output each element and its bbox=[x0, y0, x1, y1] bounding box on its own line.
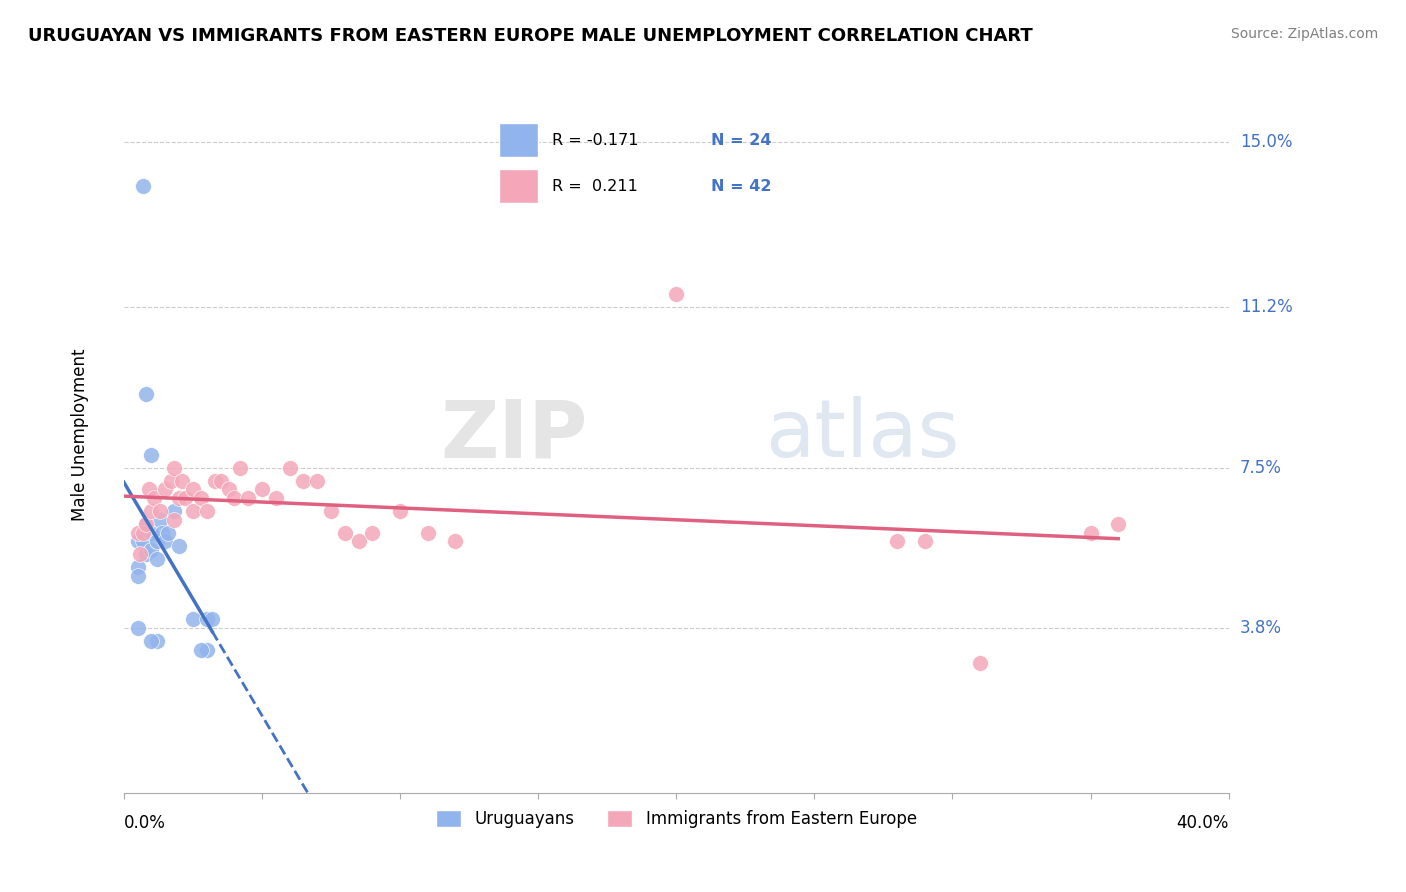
Point bbox=[162, 512, 184, 526]
Point bbox=[155, 482, 177, 496]
Point bbox=[201, 612, 224, 626]
Point bbox=[333, 525, 356, 540]
Point bbox=[162, 504, 184, 518]
Point bbox=[132, 178, 155, 193]
Text: 3.8%: 3.8% bbox=[1240, 619, 1282, 637]
Point bbox=[138, 482, 160, 496]
Point bbox=[195, 612, 218, 626]
Point bbox=[319, 504, 342, 518]
Point bbox=[132, 534, 155, 549]
Point bbox=[218, 482, 240, 496]
Point bbox=[173, 491, 195, 505]
Point bbox=[152, 525, 174, 540]
Point bbox=[181, 612, 204, 626]
Point bbox=[229, 460, 252, 475]
Point bbox=[886, 534, 908, 549]
Point bbox=[444, 534, 467, 549]
Point bbox=[236, 491, 259, 505]
Point bbox=[347, 534, 370, 549]
Point bbox=[969, 656, 991, 670]
Point bbox=[143, 491, 166, 505]
Point bbox=[149, 512, 172, 526]
Point bbox=[135, 387, 157, 401]
Point bbox=[146, 551, 169, 566]
Text: Source: ZipAtlas.com: Source: ZipAtlas.com bbox=[1230, 27, 1378, 41]
Text: 11.2%: 11.2% bbox=[1240, 298, 1292, 316]
Point bbox=[149, 504, 172, 518]
Point bbox=[135, 547, 157, 561]
Point bbox=[361, 525, 384, 540]
Point bbox=[278, 460, 301, 475]
Text: 15.0%: 15.0% bbox=[1240, 134, 1292, 152]
Point bbox=[141, 504, 163, 518]
Point bbox=[157, 525, 180, 540]
Point bbox=[167, 491, 190, 505]
Point bbox=[132, 525, 155, 540]
Point bbox=[224, 491, 246, 505]
Point bbox=[195, 504, 218, 518]
Point bbox=[204, 474, 226, 488]
Point bbox=[155, 534, 177, 549]
Text: atlas: atlas bbox=[765, 396, 959, 474]
Text: 7.5%: 7.5% bbox=[1240, 458, 1282, 476]
Point bbox=[135, 516, 157, 531]
Point bbox=[264, 491, 287, 505]
Text: ZIP: ZIP bbox=[440, 396, 588, 474]
Point bbox=[250, 482, 273, 496]
Point bbox=[135, 516, 157, 531]
Point bbox=[127, 621, 149, 635]
Point bbox=[162, 460, 184, 475]
Point bbox=[141, 542, 163, 557]
Point bbox=[170, 474, 193, 488]
Point bbox=[146, 634, 169, 648]
Point bbox=[159, 474, 181, 488]
Point bbox=[129, 547, 152, 561]
Point bbox=[209, 474, 232, 488]
Point bbox=[181, 504, 204, 518]
Point bbox=[1080, 525, 1102, 540]
Point bbox=[146, 534, 169, 549]
Point bbox=[1107, 516, 1129, 531]
Legend: Uruguayans, Immigrants from Eastern Europe: Uruguayans, Immigrants from Eastern Euro… bbox=[429, 803, 924, 834]
Text: 0.0%: 0.0% bbox=[124, 814, 166, 832]
Point bbox=[127, 525, 149, 540]
Point bbox=[195, 642, 218, 657]
Point bbox=[127, 560, 149, 574]
Point bbox=[181, 482, 204, 496]
Point bbox=[190, 491, 212, 505]
Point bbox=[665, 287, 688, 301]
Point bbox=[141, 448, 163, 462]
Point bbox=[127, 534, 149, 549]
Text: URUGUAYAN VS IMMIGRANTS FROM EASTERN EUROPE MALE UNEMPLOYMENT CORRELATION CHART: URUGUAYAN VS IMMIGRANTS FROM EASTERN EUR… bbox=[28, 27, 1033, 45]
Point bbox=[292, 474, 315, 488]
Point bbox=[416, 525, 439, 540]
Point bbox=[389, 504, 412, 518]
Point bbox=[127, 569, 149, 583]
Text: Male Unemployment: Male Unemployment bbox=[70, 349, 89, 521]
Point bbox=[914, 534, 936, 549]
Text: 40.0%: 40.0% bbox=[1177, 814, 1229, 832]
Point bbox=[141, 525, 163, 540]
Point bbox=[190, 642, 212, 657]
Point bbox=[167, 539, 190, 553]
Point bbox=[141, 634, 163, 648]
Point bbox=[307, 474, 329, 488]
